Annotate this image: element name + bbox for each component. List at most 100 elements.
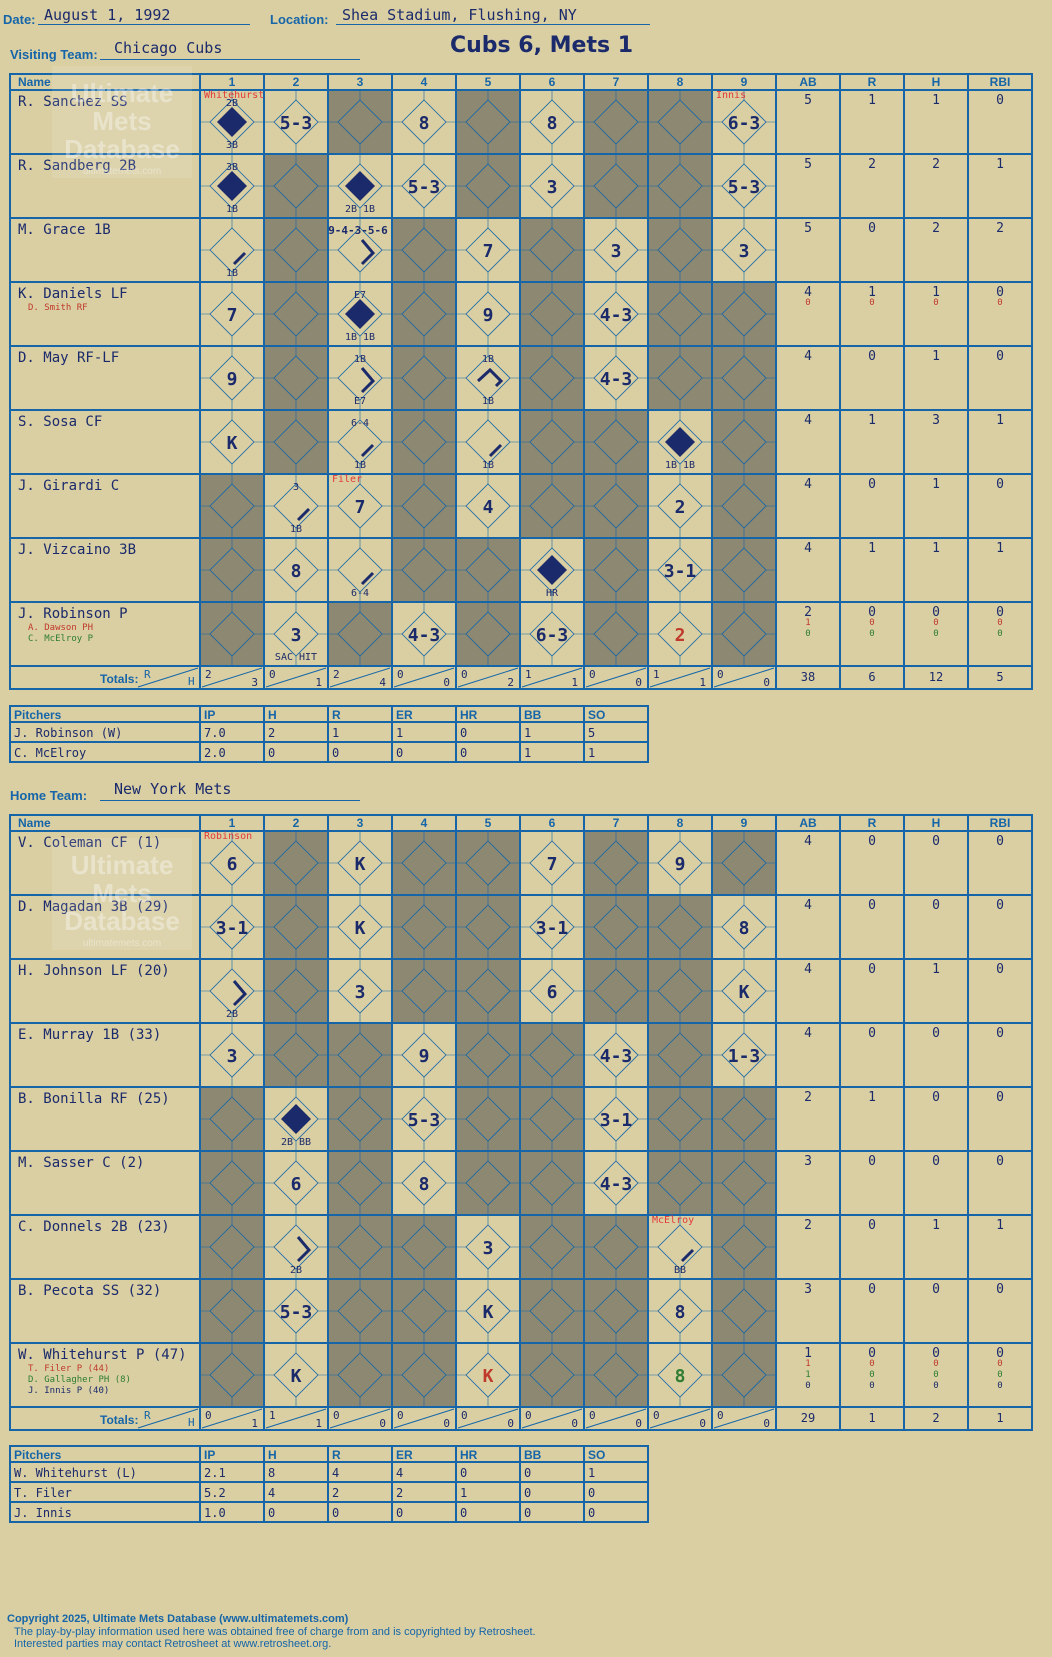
visitors-play-note: 1B 1B: [665, 460, 695, 471]
visitors-sub-name: D. Smith RF: [28, 303, 88, 313]
home-diamond: [465, 1160, 511, 1206]
visitors-play-result: 3: [611, 241, 622, 262]
home-totals-slash: [649, 1408, 711, 1429]
home-diamond: [721, 840, 767, 886]
home-stat-value: 0: [932, 898, 940, 913]
watermark-url: ultimatemets.com: [83, 166, 161, 177]
visitors-diamond: [401, 355, 447, 401]
visitors-pitcher-stat: 7.0: [204, 726, 226, 740]
home-stat-value: 0: [869, 1381, 874, 1391]
home-inning-runs: 0: [333, 1409, 340, 1422]
visitors-stat-value: 2: [932, 157, 940, 172]
home-diamond: [209, 1032, 255, 1078]
home-play-result: K: [483, 1366, 494, 1387]
visiting-team-name: Chicago Cubs: [114, 39, 223, 57]
home-inning-runs: 0: [525, 1409, 532, 1422]
visitors-inning-hits: 0: [443, 676, 450, 689]
visitors-diamond: [401, 227, 447, 273]
visitors-totals-slash: [649, 667, 711, 688]
visitors-stat-value: 0: [869, 298, 874, 308]
visitors-diamond: [401, 419, 447, 465]
home-pitcher-stat: 5.2: [204, 1486, 226, 1500]
visitors-diamond: [465, 291, 511, 337]
visitors-stat-value: 2: [996, 221, 1004, 236]
visitors-stat-value: 0: [868, 349, 876, 364]
visitors-stat-value: 0: [996, 605, 1004, 620]
visitors-run-scored: [665, 427, 695, 457]
home-diamond: [401, 1352, 447, 1398]
watermark-line: Mets: [92, 878, 151, 908]
visitors-inning-runs: 0: [717, 668, 724, 681]
game-location: Shea Stadium, Flushing, NY: [342, 6, 577, 24]
home-stat-value: 0: [933, 1370, 938, 1380]
visitors-single-path: [360, 571, 375, 586]
visitors-diamond: [273, 547, 319, 593]
home-diamond: [721, 1352, 767, 1398]
home-stat-value: 0: [868, 834, 876, 849]
home-inning-hits: 0: [763, 1417, 770, 1430]
visitors-diamond: [465, 547, 511, 593]
home-diamond: [273, 968, 319, 1014]
visitors-diamond: [721, 611, 767, 657]
home-pitchers-header: H: [268, 1448, 277, 1462]
visitors-totals-label: Totals:: [100, 672, 138, 686]
home-header-9: 9: [741, 816, 748, 830]
watermark-url: ultimatemets.com: [83, 938, 161, 949]
visitors-diamond: [401, 611, 447, 657]
home-play-result: 6: [291, 1174, 302, 1195]
visitors-diamond: [465, 227, 511, 273]
home-pitchers-header: BB: [524, 1448, 542, 1462]
visitors-diamond: [273, 227, 319, 273]
home-totals-stat: 1: [996, 1411, 1003, 1425]
home-pitcher-stat: 8: [268, 1466, 275, 1480]
home-pitcher-stat: 0: [524, 1486, 531, 1500]
visitors-diamond: [209, 291, 255, 337]
home-pitcher-stat: 0: [268, 1506, 275, 1520]
visitors-stat-value: 2: [804, 605, 812, 620]
home-diamond: [721, 1160, 767, 1206]
watermark-line: Database: [64, 906, 180, 936]
visitors-stat-value: 0: [868, 605, 876, 620]
visitors-inning-runs: 0: [589, 668, 596, 681]
visitors-play-note: 3: [293, 482, 299, 493]
home-diamond: [529, 1352, 575, 1398]
visitors-diamond: [657, 163, 703, 209]
visitors-triple-path: [476, 367, 504, 388]
home-stat-value: 0: [869, 1370, 874, 1380]
home-stat-value: 1: [932, 962, 940, 977]
home-pitcher-stat: 1: [588, 1466, 595, 1480]
date-underline: [38, 24, 250, 25]
visitors-diamond: [465, 99, 511, 145]
visitors-diamond: [529, 163, 575, 209]
visitors-pitcher-stat: 0: [460, 746, 467, 760]
visitors-totals-stat: 5: [996, 670, 1003, 684]
visitors-stat-value: 0: [933, 629, 938, 639]
visitors-stat-value: 1: [932, 541, 940, 556]
home-header-6: 6: [549, 816, 556, 830]
home-totals-slash: [265, 1408, 327, 1429]
home-pitchers-header: SO: [588, 1448, 605, 1462]
home-diamond: [273, 1160, 319, 1206]
home-stat-value: 0: [932, 1282, 940, 1297]
visitors-stat-value: 3: [932, 413, 940, 428]
home-pitcher-name: W. Whitehurst (L): [14, 1466, 137, 1480]
visitors-double-path: [360, 239, 376, 266]
home-pitcher-stat: 1: [460, 1486, 467, 1500]
home-stat-value: 0: [996, 834, 1004, 849]
visitors-pitcher-stat: 2.0: [204, 746, 226, 760]
visitors-diamond: [209, 227, 255, 273]
visitors-diamond: [401, 291, 447, 337]
visitors-header-3: 3: [357, 75, 364, 89]
visitors-diamond: [401, 99, 447, 145]
visitors-diamond: [721, 163, 767, 209]
visitors-header-rbi: RBI: [990, 75, 1011, 89]
home-diamond: [721, 904, 767, 950]
visitors-stat-value: 1: [868, 285, 876, 300]
home-totals-slash: [713, 1408, 775, 1429]
home-sub-name: J. Innis P (40): [28, 1386, 109, 1396]
home-diamond: [657, 840, 703, 886]
visitors-play-result: 4: [483, 497, 494, 518]
home-diamond: [465, 968, 511, 1014]
home-play-result: 6: [547, 982, 558, 1003]
home-diamond: [465, 1224, 511, 1270]
